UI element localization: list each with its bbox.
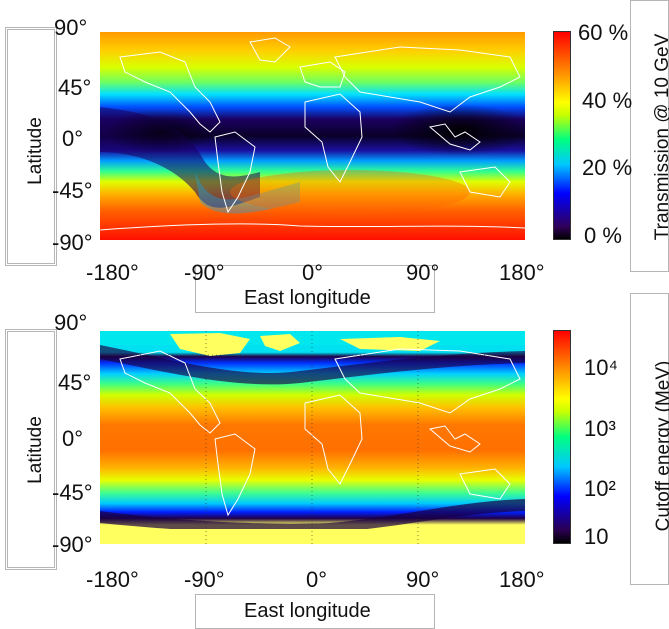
x-tick: 0° bbox=[306, 567, 328, 592]
colorbar-tick: 0 % bbox=[584, 223, 622, 248]
x-axis-label: East longitude bbox=[244, 287, 371, 309]
ylabel-frame bbox=[5, 329, 57, 570]
colorbar-tick: 10 bbox=[584, 524, 609, 549]
cutoff-heatmap-svg bbox=[100, 331, 525, 544]
colorbar-tick: 10⁴ bbox=[584, 355, 618, 380]
y-axis-label: Latitude bbox=[25, 117, 46, 185]
continent-outlines bbox=[100, 37, 525, 231]
y-tick: 45° bbox=[58, 370, 92, 395]
cutoff-colorbar bbox=[553, 330, 571, 544]
x-tick: 0° bbox=[302, 260, 324, 285]
y-tick: 0° bbox=[62, 426, 84, 451]
y-tick: -90° bbox=[52, 230, 93, 255]
y-tick: -45° bbox=[52, 480, 93, 505]
colorbar-tick: 60 % bbox=[578, 20, 629, 45]
colorbar-label: Cutoff energy (MeV) bbox=[653, 360, 669, 532]
x-tick: -180° bbox=[86, 567, 139, 592]
cutoff-map-panel: Latitude 90° 45° 0° -45° -90° bbox=[0, 293, 669, 629]
transmission-map-panel: Latitude 90° 45° 0° -45° -90° bbox=[5, 0, 669, 313]
y-tick: -45° bbox=[52, 178, 93, 203]
colorbar-tick: 10³ bbox=[584, 416, 616, 441]
continent-outlines bbox=[119, 348, 521, 517]
y-tick: 90° bbox=[54, 15, 88, 40]
x-tick: 180° bbox=[499, 567, 545, 592]
y-tick: 90° bbox=[54, 310, 88, 335]
x-tick: 90° bbox=[406, 260, 440, 285]
cutoff-heatmap bbox=[100, 331, 525, 544]
x-tick: -90° bbox=[184, 260, 225, 285]
colorbar-label: Transmission @ 10 GeV bbox=[652, 33, 669, 241]
x-tick: 90° bbox=[406, 567, 440, 592]
colorbar-tick: 20 % bbox=[582, 155, 633, 180]
x-tick: -90° bbox=[184, 567, 225, 592]
transmission-heatmap-svg bbox=[100, 32, 525, 240]
transmission-colorbar bbox=[553, 31, 571, 240]
y-tick: -90° bbox=[52, 532, 93, 557]
y-axis-label: Latitude bbox=[25, 416, 46, 484]
x-tick: 180° bbox=[499, 260, 545, 285]
transmission-heatmap bbox=[100, 32, 525, 240]
x-axis-label: East longitude bbox=[244, 600, 371, 622]
xlabel-frame bbox=[195, 265, 435, 313]
colorbar-tick: 40 % bbox=[582, 88, 633, 113]
y-tick: 0° bbox=[62, 126, 84, 151]
x-tick: -180° bbox=[86, 260, 139, 285]
ylabel-frame bbox=[5, 27, 57, 266]
dotted-gridlines bbox=[100, 331, 525, 544]
y-tick: 45° bbox=[58, 75, 92, 100]
colorbar-tick: 10² bbox=[584, 476, 616, 501]
